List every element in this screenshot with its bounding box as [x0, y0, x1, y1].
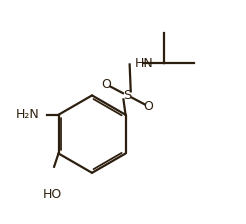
Text: S: S: [123, 89, 132, 102]
Text: HO: HO: [43, 188, 62, 201]
Text: O: O: [143, 100, 153, 113]
Text: H₂N: H₂N: [16, 108, 40, 121]
Text: HN: HN: [135, 57, 154, 70]
Text: O: O: [101, 78, 111, 91]
